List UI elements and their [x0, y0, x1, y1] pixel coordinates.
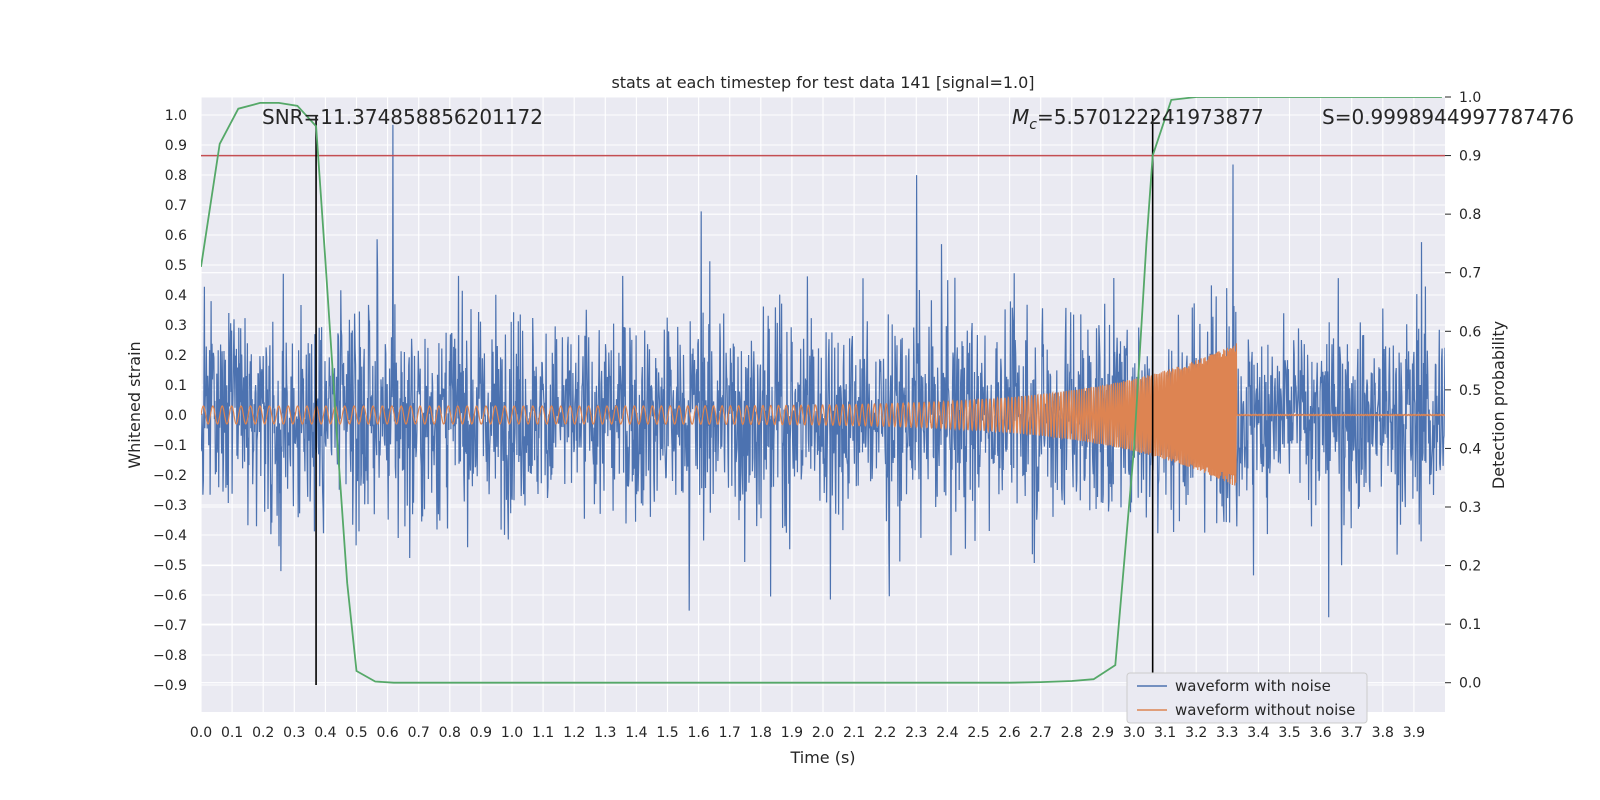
- x-tick-label: 3.1: [1154, 725, 1176, 741]
- x-tick-label: 1.8: [750, 725, 772, 741]
- y-right-tick-label: 0.6: [1459, 324, 1481, 340]
- x-tick-label: 2.1: [843, 725, 865, 741]
- legend-label-clean: waveform without noise: [1175, 701, 1355, 719]
- x-tick-label: 3.6: [1309, 725, 1331, 741]
- legend: waveform with noise waveform without noi…: [1126, 672, 1368, 724]
- series-waveform-without-noise: [201, 343, 1445, 486]
- y-left-tick-label: 0.3: [165, 318, 187, 334]
- chirp-mass-annotation: Mc=5.570122241973877: [1012, 105, 1264, 133]
- y-left-tick-label: 0.9: [165, 138, 187, 154]
- x-tick-label: 2.3: [905, 725, 927, 741]
- y-right-tick-label: 0.4: [1459, 441, 1481, 457]
- x-tick-label: 0.1: [221, 725, 243, 741]
- y-left-tick-label: 0.2: [165, 348, 187, 364]
- x-tick-label: 3.9: [1403, 725, 1425, 741]
- x-tick-label: 3.2: [1185, 725, 1207, 741]
- y-right-tick-label: 0.1: [1459, 617, 1481, 633]
- series-waveform-with-noise: [201, 124, 1445, 618]
- x-tick-label: 0.2: [252, 725, 274, 741]
- x-tick-label: 0.9: [470, 725, 492, 741]
- y-axis-label: Whitened strain: [125, 341, 144, 468]
- y-right-tick-label: 0.5: [1459, 383, 1481, 399]
- chirp-mass-subscript: c: [1029, 117, 1037, 133]
- x-tick-label: 1.6: [687, 725, 709, 741]
- snr-annotation: SNR=11.374858856201172: [262, 105, 543, 129]
- y-right-tick-label: 0.8: [1459, 207, 1481, 223]
- y-right-tick-label: 0.7: [1459, 266, 1481, 282]
- legend-box: [1126, 672, 1368, 724]
- x-tick-label: 0.6: [376, 725, 398, 741]
- vertical-markers: [315, 115, 1154, 685]
- x-axis-label: Time (s): [789, 748, 855, 767]
- x-tick-label: 0.3: [283, 725, 305, 741]
- x-tick-label: 1.5: [656, 725, 678, 741]
- x-tick-label: 0.4: [314, 725, 336, 741]
- chirp-mass-symbol: M: [1012, 105, 1029, 129]
- x-tick-label: 2.9: [1092, 725, 1114, 741]
- x-tick-label: 1.2: [563, 725, 585, 741]
- y-left-tick-label: 0.4: [165, 288, 187, 304]
- chart-title: stats at each timestep for test data 141…: [611, 73, 1034, 92]
- y-right-tick-label: 0.9: [1459, 149, 1481, 165]
- y-right-tick-label: 0.2: [1459, 559, 1481, 575]
- x-tick-label: 3.4: [1247, 725, 1269, 741]
- x-tick-label: 3.8: [1372, 725, 1394, 741]
- y-left-tick-label: 0.7: [165, 198, 187, 214]
- x-tick-label: 2.4: [936, 725, 958, 741]
- series-detection-probability: [201, 97, 1442, 684]
- x-tick-label: 1.7: [719, 725, 741, 741]
- y-right-tick-labels: 1.0 0.9 0.8 0.7 0.6 0.5 0.4 0.3 0.2 0.1 0.0: [1459, 90, 1481, 692]
- x-tick-label: 1.0: [501, 725, 523, 741]
- x-tick-label: 3.0: [1123, 725, 1145, 741]
- legend-label-noise: waveform with noise: [1175, 677, 1331, 695]
- y-left-tick-labels: 1.0 0.9 0.8 0.7 0.6 0.5 0.4 0.3 0.2 0.1 0.0 −0.1 −0.…: [153, 108, 187, 694]
- y-left-tick-label: −0.6: [153, 588, 187, 604]
- x-tick-label: 3.5: [1278, 725, 1300, 741]
- y-left-tick-label: 0.8: [165, 168, 187, 184]
- y-right-tick-label: 0.3: [1459, 500, 1481, 516]
- chirp-mass-value: =5.570122241973877: [1037, 105, 1264, 129]
- x-tick-label: 1.3: [594, 725, 616, 741]
- x-tick-label: 0.5: [345, 725, 367, 741]
- y-left-tick-label: −0.1: [153, 438, 187, 454]
- x-tick-label: 0.7: [408, 725, 430, 741]
- x-tick-label: 0.8: [439, 725, 461, 741]
- x-tick-label: 2.6: [998, 725, 1020, 741]
- y-left-tick-label: 0.0: [165, 408, 187, 424]
- x-tick-label: 2.7: [1030, 725, 1052, 741]
- y-left-tick-label: 0.6: [165, 228, 187, 244]
- y-left-tick-label: −0.5: [153, 558, 187, 574]
- x-tick-label: 2.2: [874, 725, 896, 741]
- x-tick-label: 2.0: [812, 725, 834, 741]
- y-left-tick-label: −0.3: [153, 498, 187, 514]
- y-left-tick-label: 0.5: [165, 258, 187, 274]
- x-tick-label: 1.4: [625, 725, 647, 741]
- y-left-tick-label: −0.4: [153, 528, 187, 544]
- x-tick-label: 3.3: [1216, 725, 1238, 741]
- y-left-tick-label: 0.1: [165, 378, 187, 394]
- x-tick-label: 2.5: [967, 725, 989, 741]
- y-right-tick-label: 1.0: [1459, 90, 1481, 106]
- y-left-tick-label: −0.2: [153, 468, 187, 484]
- y-right-tick-label: 0.0: [1459, 676, 1481, 692]
- s-annotation: S=0.9998944997787476: [1322, 105, 1574, 129]
- y-left-tick-label: 1.0: [165, 108, 187, 124]
- x-tick-label: 1.1: [532, 725, 554, 741]
- x-tick-labels: 0.0 0.1 0.2 0.3 0.4 0.5 0.6 0.7 0.8 0.9 1.0 1.1 1.2 1…: [190, 725, 1425, 741]
- x-tick-label: 2.8: [1061, 725, 1083, 741]
- y-left-tick-label: −0.8: [153, 648, 187, 664]
- x-tick-label: 0.0: [190, 725, 212, 741]
- y-left-tick-label: −0.7: [153, 618, 187, 634]
- y-gridlines: [201, 114, 1445, 686]
- y-left-tick-label: −0.9: [153, 678, 187, 694]
- y-right-axis-label: Detection probability: [1489, 321, 1508, 489]
- x-tick-label: 3.7: [1341, 725, 1363, 741]
- x-tick-label: 1.9: [781, 725, 803, 741]
